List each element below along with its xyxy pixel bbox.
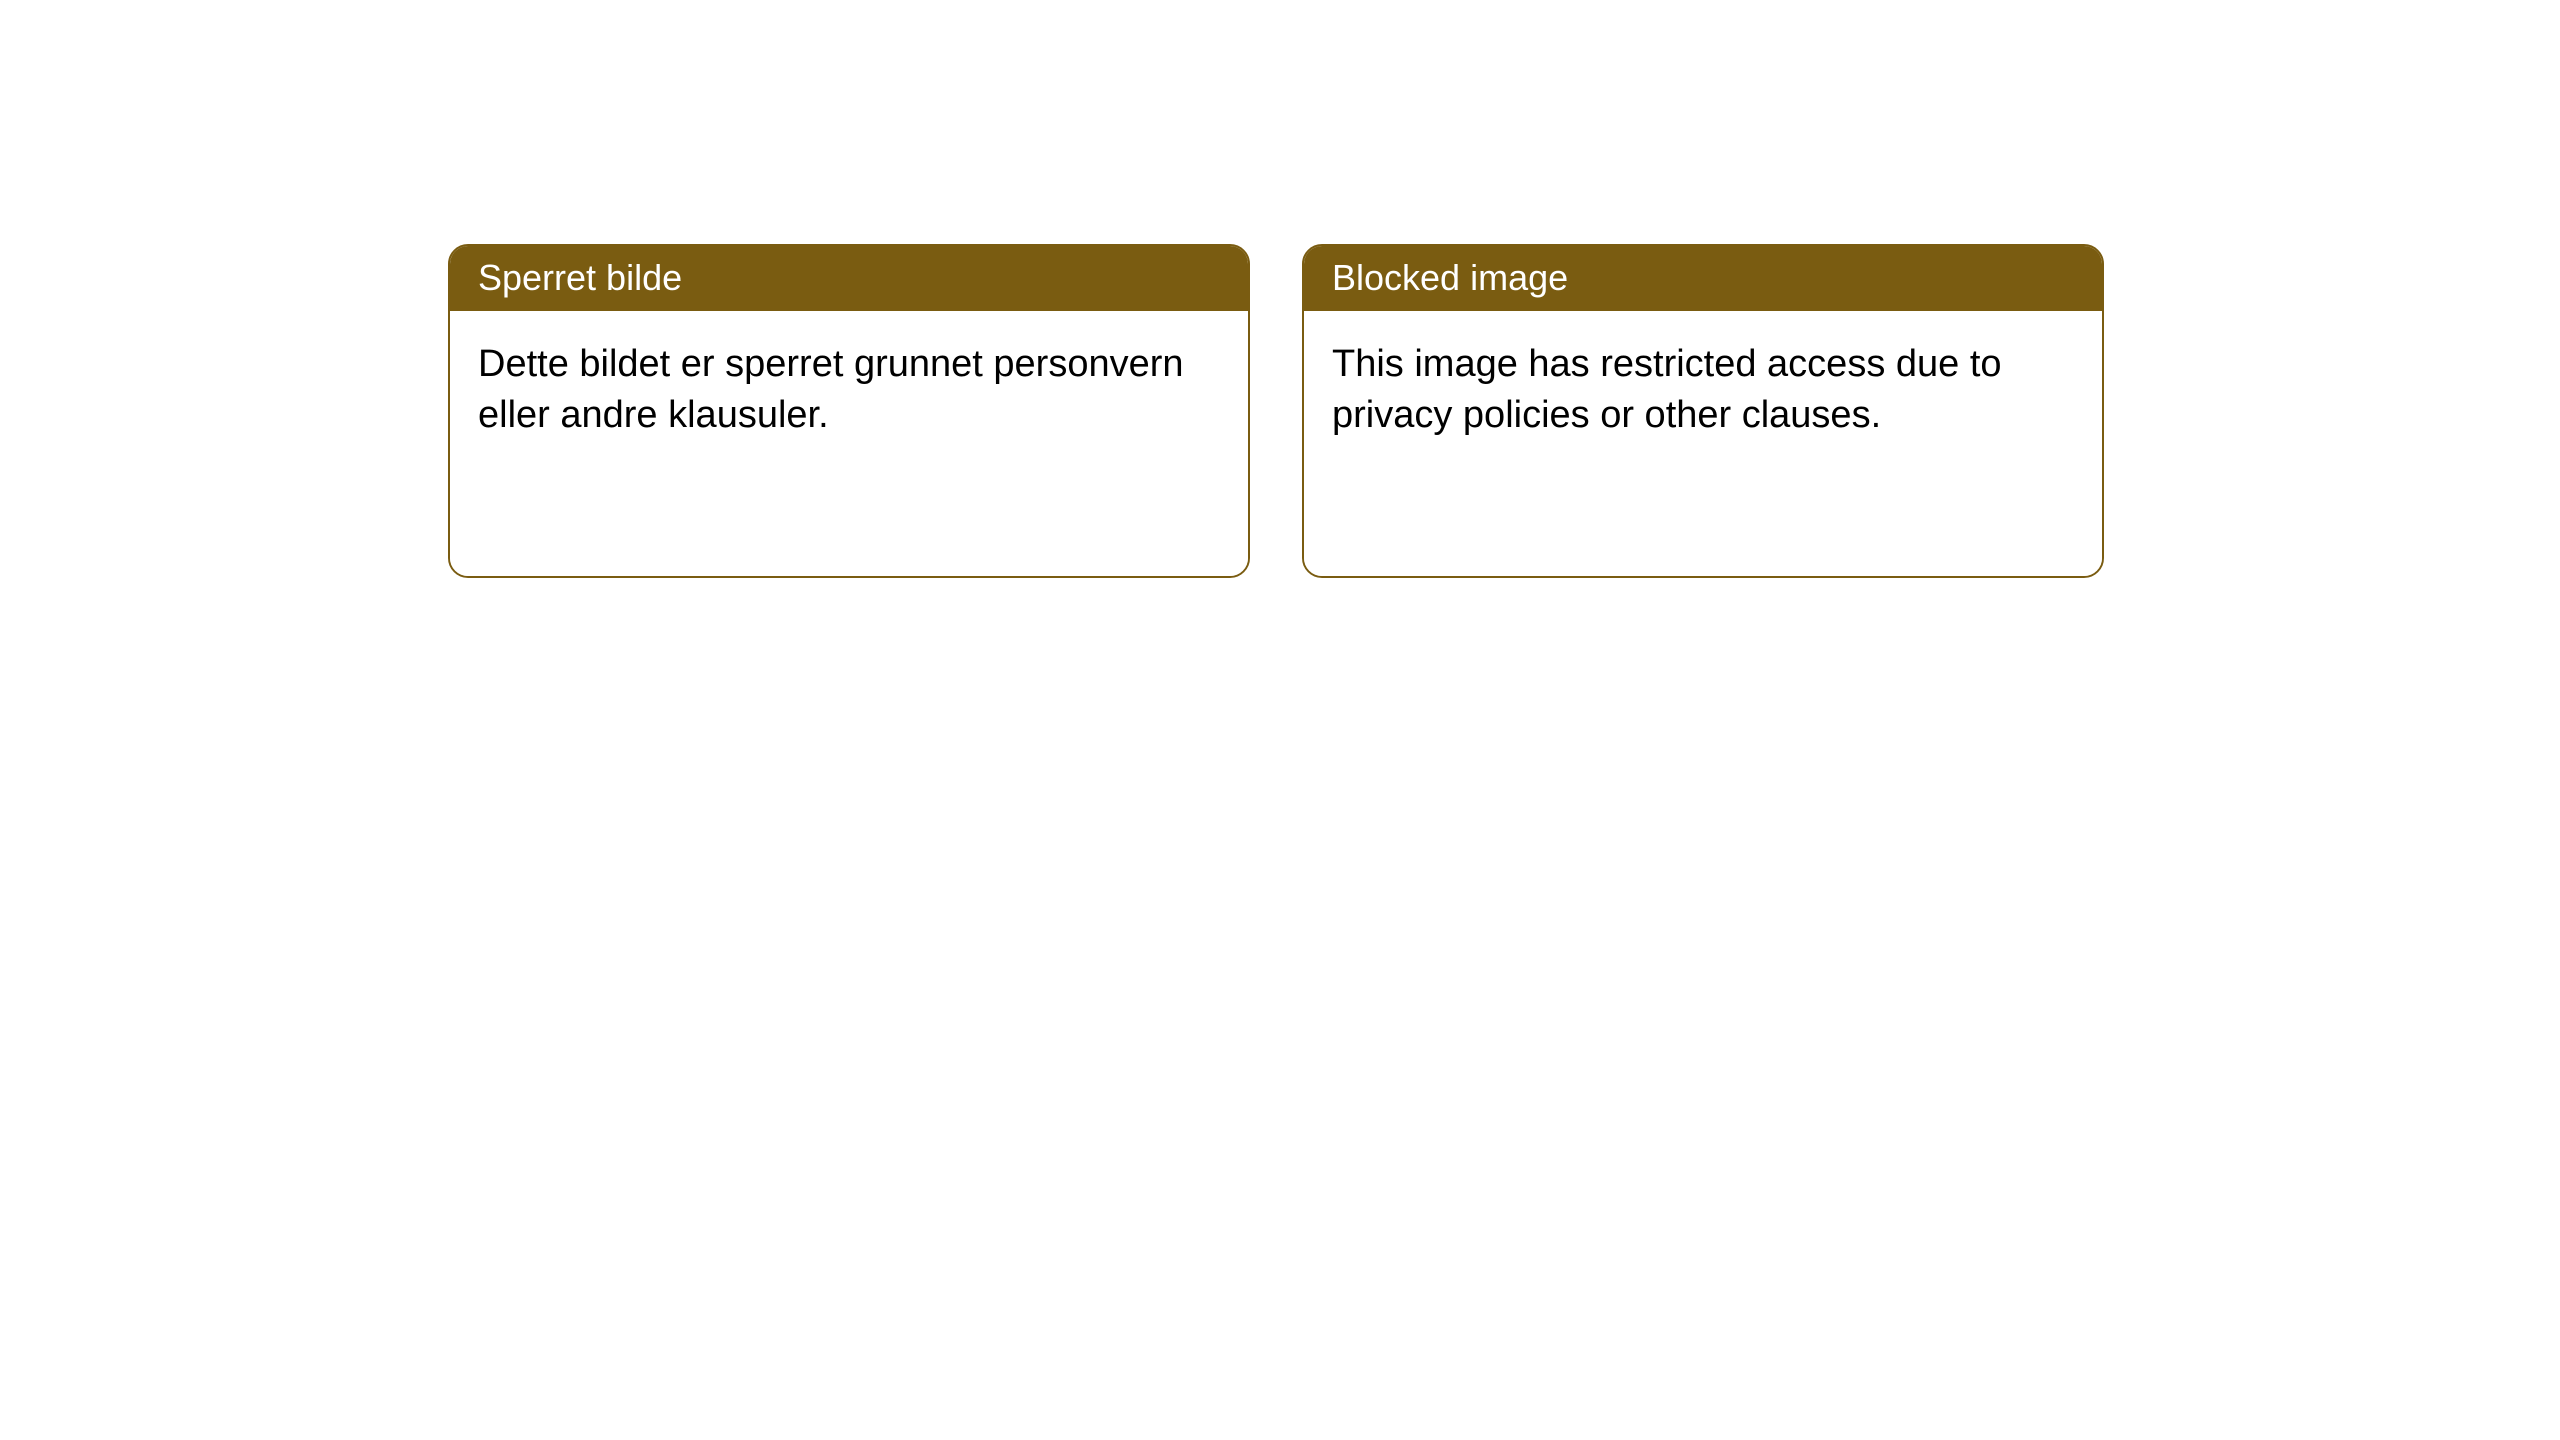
notice-body-norwegian: Dette bildet er sperret grunnet personve… [450, 311, 1248, 576]
notice-header-norwegian: Sperret bilde [450, 246, 1248, 311]
notice-title: Sperret bilde [478, 257, 682, 298]
notice-text: Dette bildet er sperret grunnet personve… [478, 343, 1184, 436]
notice-header-english: Blocked image [1304, 246, 2102, 311]
notice-card-norwegian: Sperret bilde Dette bildet er sperret gr… [448, 244, 1250, 578]
notice-container: Sperret bilde Dette bildet er sperret gr… [448, 244, 2104, 578]
notice-title: Blocked image [1332, 257, 1568, 298]
notice-body-english: This image has restricted access due to … [1304, 311, 2102, 576]
notice-card-english: Blocked image This image has restricted … [1302, 244, 2104, 578]
notice-text: This image has restricted access due to … [1332, 343, 2002, 436]
